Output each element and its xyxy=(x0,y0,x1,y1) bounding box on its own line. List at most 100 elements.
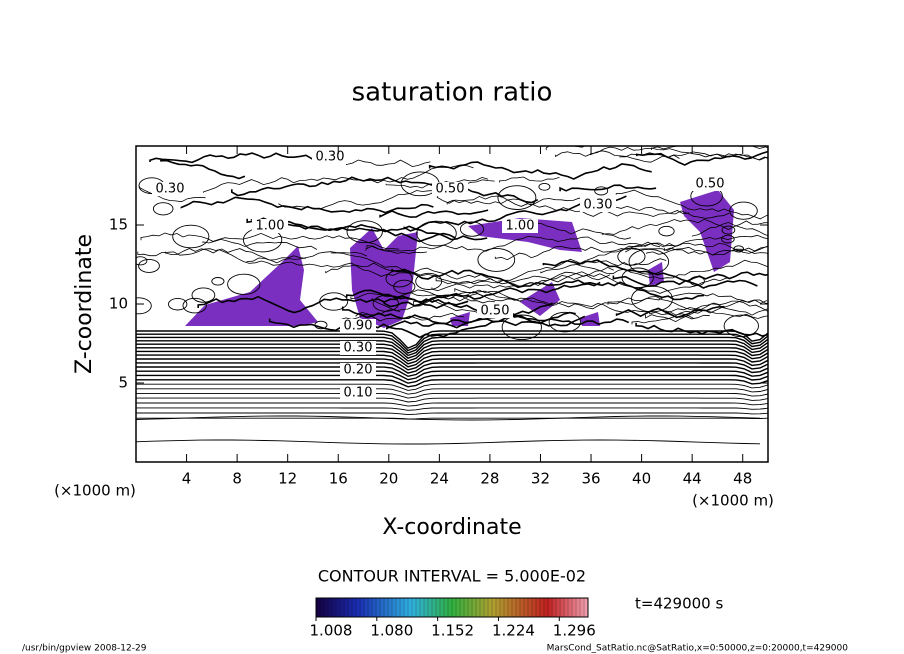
contour-line xyxy=(246,251,368,264)
y-tick-label: 15 xyxy=(109,216,128,234)
y-tick-label: 5 xyxy=(118,374,128,392)
contour-loop xyxy=(628,248,670,275)
contour-loop xyxy=(501,314,542,341)
contour-line xyxy=(137,248,306,261)
contour-loop xyxy=(658,225,675,237)
contour-loop xyxy=(594,186,609,196)
contour-line xyxy=(649,311,710,320)
contour-line xyxy=(586,242,768,261)
y-tick-label: 10 xyxy=(109,295,128,313)
contour-loop xyxy=(372,295,399,312)
label-backdrop xyxy=(580,198,616,212)
contour-line xyxy=(231,176,539,204)
contour-loop xyxy=(172,224,210,249)
x-unit: (×1000 m) xyxy=(692,492,774,510)
contour-line xyxy=(615,189,768,220)
contour-line xyxy=(545,146,586,151)
contour-loop xyxy=(459,221,485,237)
contour-line xyxy=(136,412,768,416)
contour-line xyxy=(136,383,768,391)
contour-label: 0.50 xyxy=(481,304,510,319)
contour-line xyxy=(692,221,768,237)
contour-loop xyxy=(721,234,735,244)
x-tick-label: 36 xyxy=(581,470,600,488)
colorbar-label: 1.224 xyxy=(492,622,535,640)
contour-loop xyxy=(314,320,328,330)
contour-line xyxy=(454,288,767,310)
contour-line xyxy=(136,397,768,403)
colorbar-label: 1.008 xyxy=(310,622,353,640)
contour-line xyxy=(559,184,657,192)
contour-loop xyxy=(729,201,758,220)
x-tick-label: 12 xyxy=(278,470,297,488)
contour-loop xyxy=(497,185,537,210)
contour-line xyxy=(651,147,768,161)
label-backdrop xyxy=(312,150,348,164)
contour-line xyxy=(203,164,474,193)
colorbar xyxy=(315,597,589,618)
x-tick-label: 32 xyxy=(531,470,550,488)
contour-loop xyxy=(346,220,383,244)
contour-label: 0.30 xyxy=(584,198,613,213)
x-tick-label: 20 xyxy=(379,470,398,488)
contour-line xyxy=(136,379,768,388)
contour-line xyxy=(136,417,768,420)
contour-loop xyxy=(319,292,349,311)
contour-loop xyxy=(415,272,443,290)
contour-line xyxy=(428,161,652,180)
contour-line xyxy=(383,281,601,308)
label-backdrop xyxy=(477,304,513,318)
contour-line xyxy=(136,388,768,395)
contour-line xyxy=(625,234,768,253)
contour-interval: CONTOUR INTERVAL = 5.000E-02 xyxy=(318,567,586,586)
contour-line xyxy=(366,245,427,254)
contour-line xyxy=(646,246,768,256)
contour-line xyxy=(136,362,768,374)
contour-line xyxy=(542,259,768,282)
contour-label: 0.50 xyxy=(696,177,725,192)
contour-line xyxy=(180,196,434,214)
contour-line xyxy=(136,370,768,381)
y-axis-label: Z-coordinate xyxy=(72,234,97,374)
contour-label: 0.10 xyxy=(344,386,373,401)
contour-line xyxy=(139,186,206,203)
contour-line xyxy=(341,302,553,329)
contour-loop xyxy=(191,287,216,303)
contour-line xyxy=(636,150,768,166)
contour-loop xyxy=(393,279,416,294)
contour-loop xyxy=(477,247,516,272)
x-tick-label: 44 xyxy=(683,470,702,488)
x-tick-label: 4 xyxy=(182,470,192,488)
contour-line xyxy=(136,347,768,362)
label-backdrop xyxy=(152,182,188,196)
plot-area: 0.10 0.20 0.30 0.50 0.30 1.00 0.90 0.30 0.50 1.00… xyxy=(136,146,768,445)
contour-loop xyxy=(136,297,152,315)
label-backdrop xyxy=(252,219,288,233)
contour-line xyxy=(665,300,768,314)
contour-label: 1.00 xyxy=(256,219,285,234)
contour-line xyxy=(499,176,560,183)
contour-line xyxy=(136,415,761,421)
contour-label: 0.30 xyxy=(344,341,373,356)
label-backdrop xyxy=(340,341,376,355)
contour-line xyxy=(635,322,768,337)
contour-line xyxy=(436,195,690,217)
contour-line xyxy=(136,358,768,371)
contour-line xyxy=(555,146,768,158)
contour-loop xyxy=(689,276,705,287)
footer-right: MarsCond_SatRatio.nc@SatRatio,x=0:50000,… xyxy=(547,644,849,654)
contour-line xyxy=(339,309,401,321)
contour-loop xyxy=(385,270,413,288)
y-unit: (×1000 m) xyxy=(54,482,136,500)
contour-loop xyxy=(617,247,646,266)
contour-line xyxy=(365,235,661,252)
contour-line xyxy=(325,262,614,289)
contour-line xyxy=(136,407,768,411)
contour-loop xyxy=(152,202,174,216)
contour-line xyxy=(540,259,768,280)
contour-line xyxy=(612,275,758,289)
contour-line xyxy=(149,152,319,164)
contour-loop xyxy=(631,285,673,313)
